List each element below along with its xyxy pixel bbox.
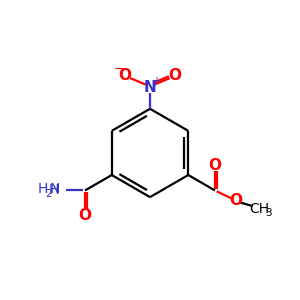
Text: N: N xyxy=(50,182,60,196)
Text: 3: 3 xyxy=(265,208,271,218)
Text: O: O xyxy=(230,193,243,208)
Text: O: O xyxy=(208,158,221,173)
Text: CH: CH xyxy=(249,202,269,216)
Text: H: H xyxy=(38,182,48,196)
Text: H: H xyxy=(49,184,59,197)
Text: 2: 2 xyxy=(45,189,52,199)
Text: −: − xyxy=(113,63,124,76)
Text: O: O xyxy=(79,208,92,223)
Text: O: O xyxy=(118,68,131,83)
Text: N: N xyxy=(144,80,156,95)
Text: O: O xyxy=(169,68,182,83)
Text: +: + xyxy=(152,76,160,86)
